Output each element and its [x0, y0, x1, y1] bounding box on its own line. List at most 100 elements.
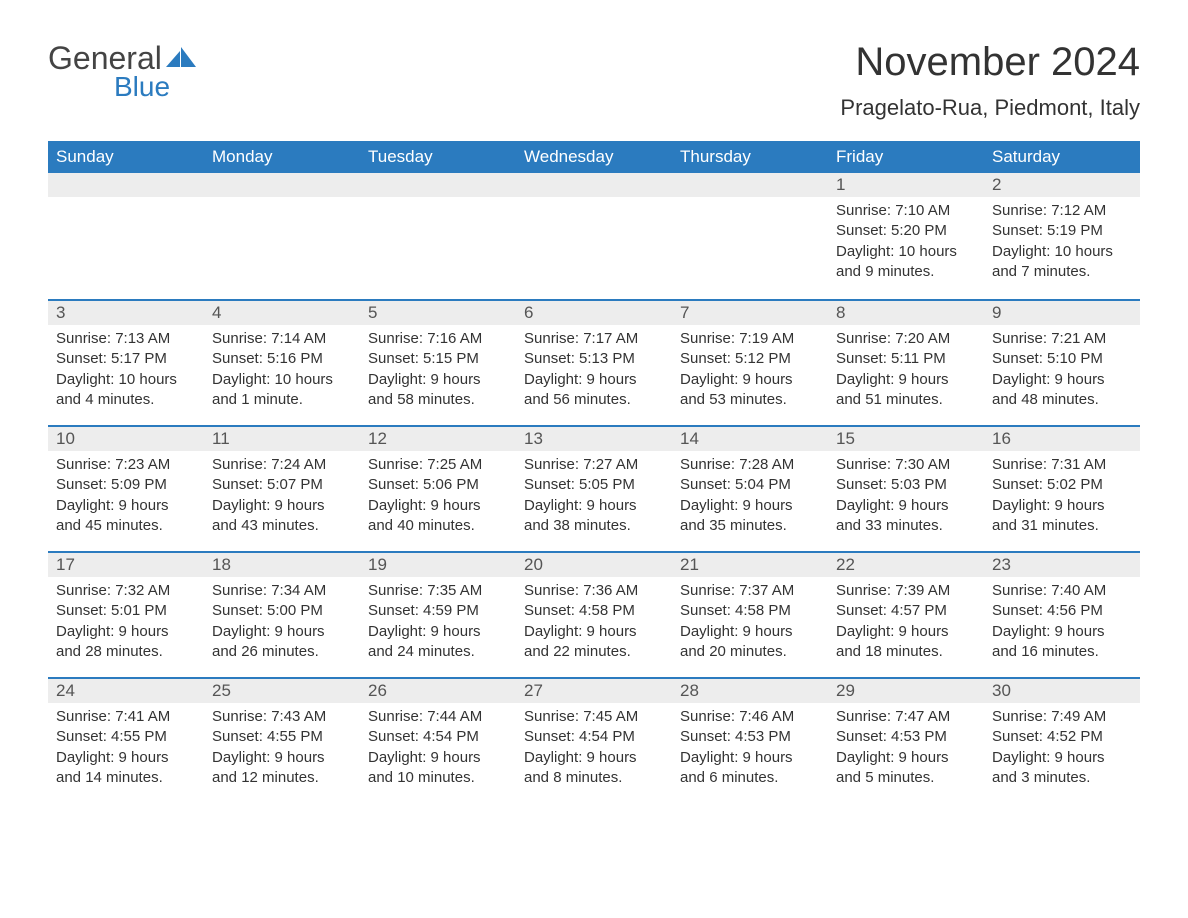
calendar-cell: 23Sunrise: 7:40 AMSunset: 4:56 PMDayligh… — [984, 551, 1140, 677]
day-body: Sunrise: 7:16 AMSunset: 5:15 PMDaylight:… — [360, 325, 516, 418]
sunset-text: Sunset: 5:20 PM — [836, 221, 976, 241]
day-body: Sunrise: 7:49 AMSunset: 4:52 PMDaylight:… — [984, 703, 1140, 796]
sunset-text: Sunset: 4:52 PM — [992, 727, 1132, 747]
sunrise-text: Sunrise: 7:30 AM — [836, 455, 976, 475]
daylight-text: Daylight: 9 hours and 53 minutes. — [680, 370, 820, 411]
sunset-text: Sunset: 5:02 PM — [992, 475, 1132, 495]
day-number-empty — [360, 173, 516, 197]
calendar-cell: 29Sunrise: 7:47 AMSunset: 4:53 PMDayligh… — [828, 677, 984, 803]
logo-triangle-icon — [166, 45, 196, 72]
calendar-cell: 21Sunrise: 7:37 AMSunset: 4:58 PMDayligh… — [672, 551, 828, 677]
sunrise-text: Sunrise: 7:47 AM — [836, 707, 976, 727]
day-number: 29 — [828, 677, 984, 703]
weekday-header: Thursday — [672, 141, 828, 173]
daylight-text: Daylight: 9 hours and 26 minutes. — [212, 622, 352, 663]
day-number: 28 — [672, 677, 828, 703]
sunset-text: Sunset: 5:07 PM — [212, 475, 352, 495]
day-body: Sunrise: 7:45 AMSunset: 4:54 PMDaylight:… — [516, 703, 672, 796]
day-body: Sunrise: 7:31 AMSunset: 5:02 PMDaylight:… — [984, 451, 1140, 544]
day-body: Sunrise: 7:28 AMSunset: 5:04 PMDaylight:… — [672, 451, 828, 544]
calendar-cell — [672, 173, 828, 299]
sunset-text: Sunset: 4:54 PM — [368, 727, 508, 747]
calendar-cell: 24Sunrise: 7:41 AMSunset: 4:55 PMDayligh… — [48, 677, 204, 803]
day-number-empty — [48, 173, 204, 197]
calendar-cell: 15Sunrise: 7:30 AMSunset: 5:03 PMDayligh… — [828, 425, 984, 551]
calendar-cell: 1Sunrise: 7:10 AMSunset: 5:20 PMDaylight… — [828, 173, 984, 299]
calendar-cell: 9Sunrise: 7:21 AMSunset: 5:10 PMDaylight… — [984, 299, 1140, 425]
daylight-text: Daylight: 9 hours and 43 minutes. — [212, 496, 352, 537]
calendar-cell: 16Sunrise: 7:31 AMSunset: 5:02 PMDayligh… — [984, 425, 1140, 551]
day-body: Sunrise: 7:27 AMSunset: 5:05 PMDaylight:… — [516, 451, 672, 544]
day-number: 12 — [360, 425, 516, 451]
logo-blue-text: Blue — [114, 71, 170, 103]
day-number: 26 — [360, 677, 516, 703]
day-number: 10 — [48, 425, 204, 451]
logo: General Blue — [48, 40, 196, 103]
day-number: 8 — [828, 299, 984, 325]
calendar-week: 17Sunrise: 7:32 AMSunset: 5:01 PMDayligh… — [48, 551, 1140, 677]
day-number: 16 — [984, 425, 1140, 451]
calendar-cell: 30Sunrise: 7:49 AMSunset: 4:52 PMDayligh… — [984, 677, 1140, 803]
weekday-header: Saturday — [984, 141, 1140, 173]
day-number: 27 — [516, 677, 672, 703]
calendar-cell: 7Sunrise: 7:19 AMSunset: 5:12 PMDaylight… — [672, 299, 828, 425]
weekday-header: Wednesday — [516, 141, 672, 173]
daylight-text: Daylight: 9 hours and 58 minutes. — [368, 370, 508, 411]
sunrise-text: Sunrise: 7:39 AM — [836, 581, 976, 601]
calendar-week: 1Sunrise: 7:10 AMSunset: 5:20 PMDaylight… — [48, 173, 1140, 299]
calendar-cell: 4Sunrise: 7:14 AMSunset: 5:16 PMDaylight… — [204, 299, 360, 425]
sunrise-text: Sunrise: 7:28 AM — [680, 455, 820, 475]
sunrise-text: Sunrise: 7:21 AM — [992, 329, 1132, 349]
sunrise-text: Sunrise: 7:32 AM — [56, 581, 196, 601]
sunset-text: Sunset: 5:16 PM — [212, 349, 352, 369]
sunrise-text: Sunrise: 7:37 AM — [680, 581, 820, 601]
calendar-cell: 27Sunrise: 7:45 AMSunset: 4:54 PMDayligh… — [516, 677, 672, 803]
sunrise-text: Sunrise: 7:23 AM — [56, 455, 196, 475]
sunset-text: Sunset: 5:11 PM — [836, 349, 976, 369]
sunrise-text: Sunrise: 7:34 AM — [212, 581, 352, 601]
daylight-text: Daylight: 9 hours and 22 minutes. — [524, 622, 664, 663]
day-number: 18 — [204, 551, 360, 577]
sunrise-text: Sunrise: 7:41 AM — [56, 707, 196, 727]
weekday-row: SundayMondayTuesdayWednesdayThursdayFrid… — [48, 141, 1140, 173]
day-number-empty — [516, 173, 672, 197]
weekday-header: Sunday — [48, 141, 204, 173]
calendar-cell: 3Sunrise: 7:13 AMSunset: 5:17 PMDaylight… — [48, 299, 204, 425]
calendar-cell: 19Sunrise: 7:35 AMSunset: 4:59 PMDayligh… — [360, 551, 516, 677]
daylight-text: Daylight: 9 hours and 18 minutes. — [836, 622, 976, 663]
day-body: Sunrise: 7:24 AMSunset: 5:07 PMDaylight:… — [204, 451, 360, 544]
day-body: Sunrise: 7:47 AMSunset: 4:53 PMDaylight:… — [828, 703, 984, 796]
day-number: 22 — [828, 551, 984, 577]
sunrise-text: Sunrise: 7:46 AM — [680, 707, 820, 727]
day-number: 23 — [984, 551, 1140, 577]
sunset-text: Sunset: 5:03 PM — [836, 475, 976, 495]
sunrise-text: Sunrise: 7:35 AM — [368, 581, 508, 601]
daylight-text: Daylight: 10 hours and 4 minutes. — [56, 370, 196, 411]
day-number: 21 — [672, 551, 828, 577]
calendar-cell: 20Sunrise: 7:36 AMSunset: 4:58 PMDayligh… — [516, 551, 672, 677]
month-title: November 2024 — [840, 40, 1140, 85]
daylight-text: Daylight: 9 hours and 24 minutes. — [368, 622, 508, 663]
daylight-text: Daylight: 9 hours and 16 minutes. — [992, 622, 1132, 663]
header: General Blue November 2024 Pragelato-Rua… — [48, 40, 1140, 121]
location: Pragelato-Rua, Piedmont, Italy — [840, 95, 1140, 121]
calendar-cell: 6Sunrise: 7:17 AMSunset: 5:13 PMDaylight… — [516, 299, 672, 425]
sunset-text: Sunset: 5:04 PM — [680, 475, 820, 495]
sunset-text: Sunset: 5:13 PM — [524, 349, 664, 369]
sunrise-text: Sunrise: 7:27 AM — [524, 455, 664, 475]
day-number: 9 — [984, 299, 1140, 325]
daylight-text: Daylight: 9 hours and 33 minutes. — [836, 496, 976, 537]
day-body: Sunrise: 7:21 AMSunset: 5:10 PMDaylight:… — [984, 325, 1140, 418]
calendar-cell — [48, 173, 204, 299]
day-number: 1 — [828, 173, 984, 197]
day-number: 13 — [516, 425, 672, 451]
sunset-text: Sunset: 5:09 PM — [56, 475, 196, 495]
sunset-text: Sunset: 4:59 PM — [368, 601, 508, 621]
sunset-text: Sunset: 5:12 PM — [680, 349, 820, 369]
sunset-text: Sunset: 5:05 PM — [524, 475, 664, 495]
daylight-text: Daylight: 10 hours and 9 minutes. — [836, 242, 976, 283]
sunrise-text: Sunrise: 7:17 AM — [524, 329, 664, 349]
sunrise-text: Sunrise: 7:13 AM — [56, 329, 196, 349]
calendar-week: 10 Sunrise: 7:23 AMSunset: 5:09 PM Dayligh… — [48, 425, 1140, 551]
day-number: 3 — [48, 299, 204, 325]
